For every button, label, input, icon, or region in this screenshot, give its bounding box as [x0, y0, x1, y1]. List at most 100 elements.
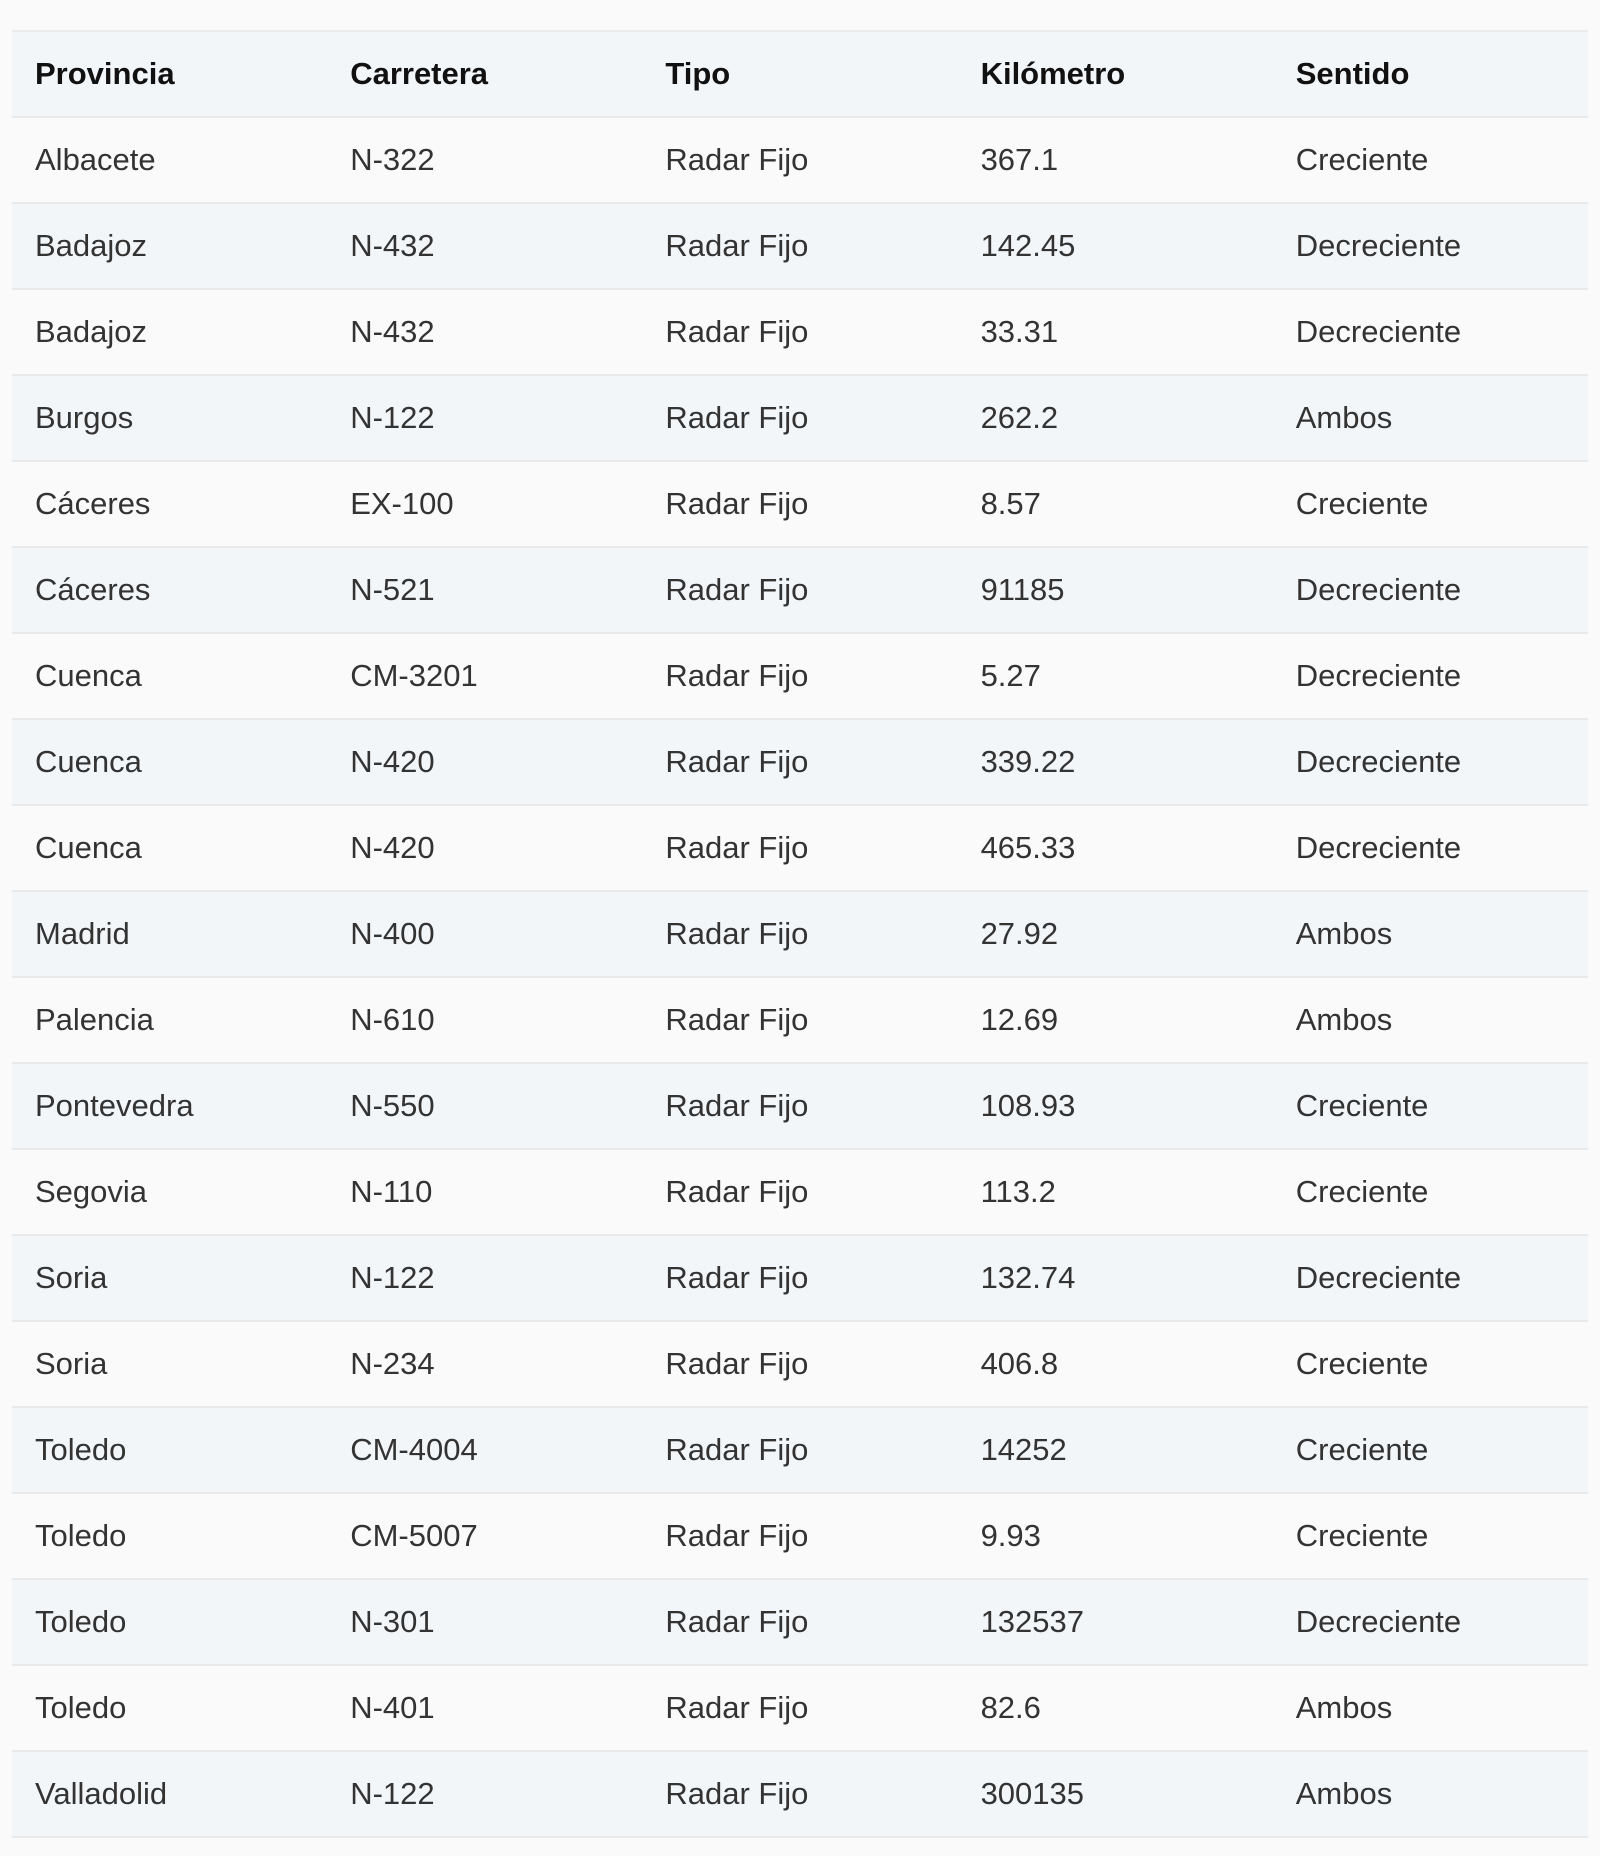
- cell-provincia: Badajoz: [12, 203, 328, 290]
- cell-kilometro: 27.92: [957, 891, 1273, 978]
- cell-kilometro: 5.27: [957, 633, 1273, 720]
- cell-tipo: Radar Fijo: [642, 461, 958, 548]
- cell-kilometro: 9.93: [957, 1493, 1273, 1580]
- cell-tipo: Radar Fijo: [642, 1579, 958, 1666]
- cell-tipo: Radar Fijo: [642, 375, 958, 462]
- cell-tipo: Radar Fijo: [642, 805, 958, 892]
- cell-carretera: N-122: [327, 1751, 643, 1838]
- cell-carretera: N-401: [327, 1665, 643, 1752]
- cell-provincia: Madrid: [12, 891, 328, 978]
- table-row: Badajoz N-432 Radar Fijo 33.31 Decreciente: [12, 289, 1588, 376]
- table-row: Pontevedra N-550 Radar Fijo 108.93 Creciente: [12, 1063, 1588, 1150]
- table-row: Cáceres EX-100 Radar Fijo 8.57 Creciente: [12, 461, 1588, 548]
- cell-tipo: Radar Fijo: [642, 719, 958, 806]
- cell-tipo: Radar Fijo: [642, 891, 958, 978]
- cell-provincia: Valladolid: [12, 1751, 328, 1838]
- cell-provincia: Palencia: [12, 977, 328, 1064]
- cell-kilometro: 108.93: [957, 1063, 1273, 1150]
- cell-tipo: Radar Fijo: [642, 977, 958, 1064]
- header-kilometro: Kilómetro: [957, 30, 1273, 118]
- cell-sentido: Decreciente: [1272, 289, 1588, 376]
- table-row: Badajoz N-432 Radar Fijo 142.45 Decreciente: [12, 203, 1588, 290]
- cell-sentido: Ambos: [1272, 977, 1588, 1064]
- table-row: Segovia N-110 Radar Fijo 113.2 Creciente: [12, 1149, 1588, 1236]
- cell-carretera: N-610: [327, 977, 643, 1064]
- cell-provincia: Toledo: [12, 1493, 328, 1580]
- cell-carretera: N-521: [327, 547, 643, 634]
- cell-kilometro: 82.6: [957, 1665, 1273, 1752]
- cell-tipo: Radar Fijo: [642, 117, 958, 204]
- cell-provincia: Burgos: [12, 375, 328, 462]
- cell-provincia: Albacete: [12, 117, 328, 204]
- table-row: Valladolid N-122 Radar Fijo 300135 Ambos: [12, 1751, 1588, 1838]
- cell-sentido: Ambos: [1272, 375, 1588, 462]
- cell-sentido: Decreciente: [1272, 547, 1588, 634]
- cell-tipo: Radar Fijo: [642, 1235, 958, 1322]
- cell-carretera: CM-3201: [327, 633, 643, 720]
- cell-carretera: CM-5007: [327, 1493, 643, 1580]
- cell-carretera: CM-4004: [327, 1407, 643, 1494]
- radar-table: Provincia Carretera Tipo Kilómetro Senti…: [12, 30, 1588, 1838]
- table-row: Soria N-234 Radar Fijo 406.8 Creciente: [12, 1321, 1588, 1408]
- cell-kilometro: 8.57: [957, 461, 1273, 548]
- cell-kilometro: 465.33: [957, 805, 1273, 892]
- cell-sentido: Decreciente: [1272, 805, 1588, 892]
- cell-carretera: N-432: [327, 203, 643, 290]
- cell-sentido: Creciente: [1272, 117, 1588, 204]
- cell-tipo: Radar Fijo: [642, 1149, 958, 1236]
- cell-carretera: N-400: [327, 891, 643, 978]
- cell-sentido: Decreciente: [1272, 1235, 1588, 1322]
- cell-carretera: N-420: [327, 719, 643, 806]
- cell-sentido: Ambos: [1272, 1751, 1588, 1838]
- cell-kilometro: 113.2: [957, 1149, 1273, 1236]
- header-tipo: Tipo: [642, 30, 958, 118]
- cell-carretera: N-420: [327, 805, 643, 892]
- table-row: Cuenca N-420 Radar Fijo 465.33 Decreciente: [12, 805, 1588, 892]
- cell-sentido: Decreciente: [1272, 719, 1588, 806]
- table-row: Toledo N-301 Radar Fijo 132537 Decreciente: [12, 1579, 1588, 1666]
- cell-carretera: N-122: [327, 1235, 643, 1322]
- cell-carretera: N-110: [327, 1149, 643, 1236]
- cell-carretera: N-550: [327, 1063, 643, 1150]
- cell-tipo: Radar Fijo: [642, 547, 958, 634]
- table-row: Cuenca CM-3201 Radar Fijo 5.27 Decreciente: [12, 633, 1588, 720]
- cell-carretera: N-432: [327, 289, 643, 376]
- cell-kilometro: 339.22: [957, 719, 1273, 806]
- cell-tipo: Radar Fijo: [642, 1063, 958, 1150]
- cell-sentido: Creciente: [1272, 461, 1588, 548]
- cell-sentido: Decreciente: [1272, 203, 1588, 290]
- cell-sentido: Ambos: [1272, 1665, 1588, 1752]
- cell-provincia: Cáceres: [12, 547, 328, 634]
- cell-sentido: Creciente: [1272, 1063, 1588, 1150]
- table-row: Albacete N-322 Radar Fijo 367.1 Creciente: [12, 117, 1588, 204]
- cell-carretera: EX-100: [327, 461, 643, 548]
- cell-tipo: Radar Fijo: [642, 203, 958, 290]
- cell-tipo: Radar Fijo: [642, 1493, 958, 1580]
- cell-kilometro: 14252: [957, 1407, 1273, 1494]
- cell-provincia: Pontevedra: [12, 1063, 328, 1150]
- table-row: Madrid N-400 Radar Fijo 27.92 Ambos: [12, 891, 1588, 978]
- cell-provincia: Toledo: [12, 1665, 328, 1752]
- cell-sentido: Creciente: [1272, 1407, 1588, 1494]
- cell-carretera: N-234: [327, 1321, 643, 1408]
- cell-provincia: Soria: [12, 1321, 328, 1408]
- cell-tipo: Radar Fijo: [642, 1751, 958, 1838]
- header-sentido: Sentido: [1272, 30, 1588, 118]
- cell-tipo: Radar Fijo: [642, 289, 958, 376]
- cell-kilometro: 12.69: [957, 977, 1273, 1064]
- table-header-row: Provincia Carretera Tipo Kilómetro Senti…: [12, 30, 1588, 118]
- cell-provincia: Toledo: [12, 1407, 328, 1494]
- cell-provincia: Cuenca: [12, 719, 328, 806]
- table-row: Toledo N-401 Radar Fijo 82.6 Ambos: [12, 1665, 1588, 1752]
- header-provincia: Provincia: [12, 30, 328, 118]
- cell-sentido: Creciente: [1272, 1321, 1588, 1408]
- cell-carretera: N-122: [327, 375, 643, 462]
- cell-kilometro: 367.1: [957, 117, 1273, 204]
- cell-provincia: Cuenca: [12, 633, 328, 720]
- cell-provincia: Soria: [12, 1235, 328, 1322]
- cell-sentido: Decreciente: [1272, 633, 1588, 720]
- cell-tipo: Radar Fijo: [642, 1407, 958, 1494]
- cell-kilometro: 262.2: [957, 375, 1273, 462]
- cell-sentido: Ambos: [1272, 891, 1588, 978]
- table-row: Toledo CM-5007 Radar Fijo 9.93 Creciente: [12, 1493, 1588, 1580]
